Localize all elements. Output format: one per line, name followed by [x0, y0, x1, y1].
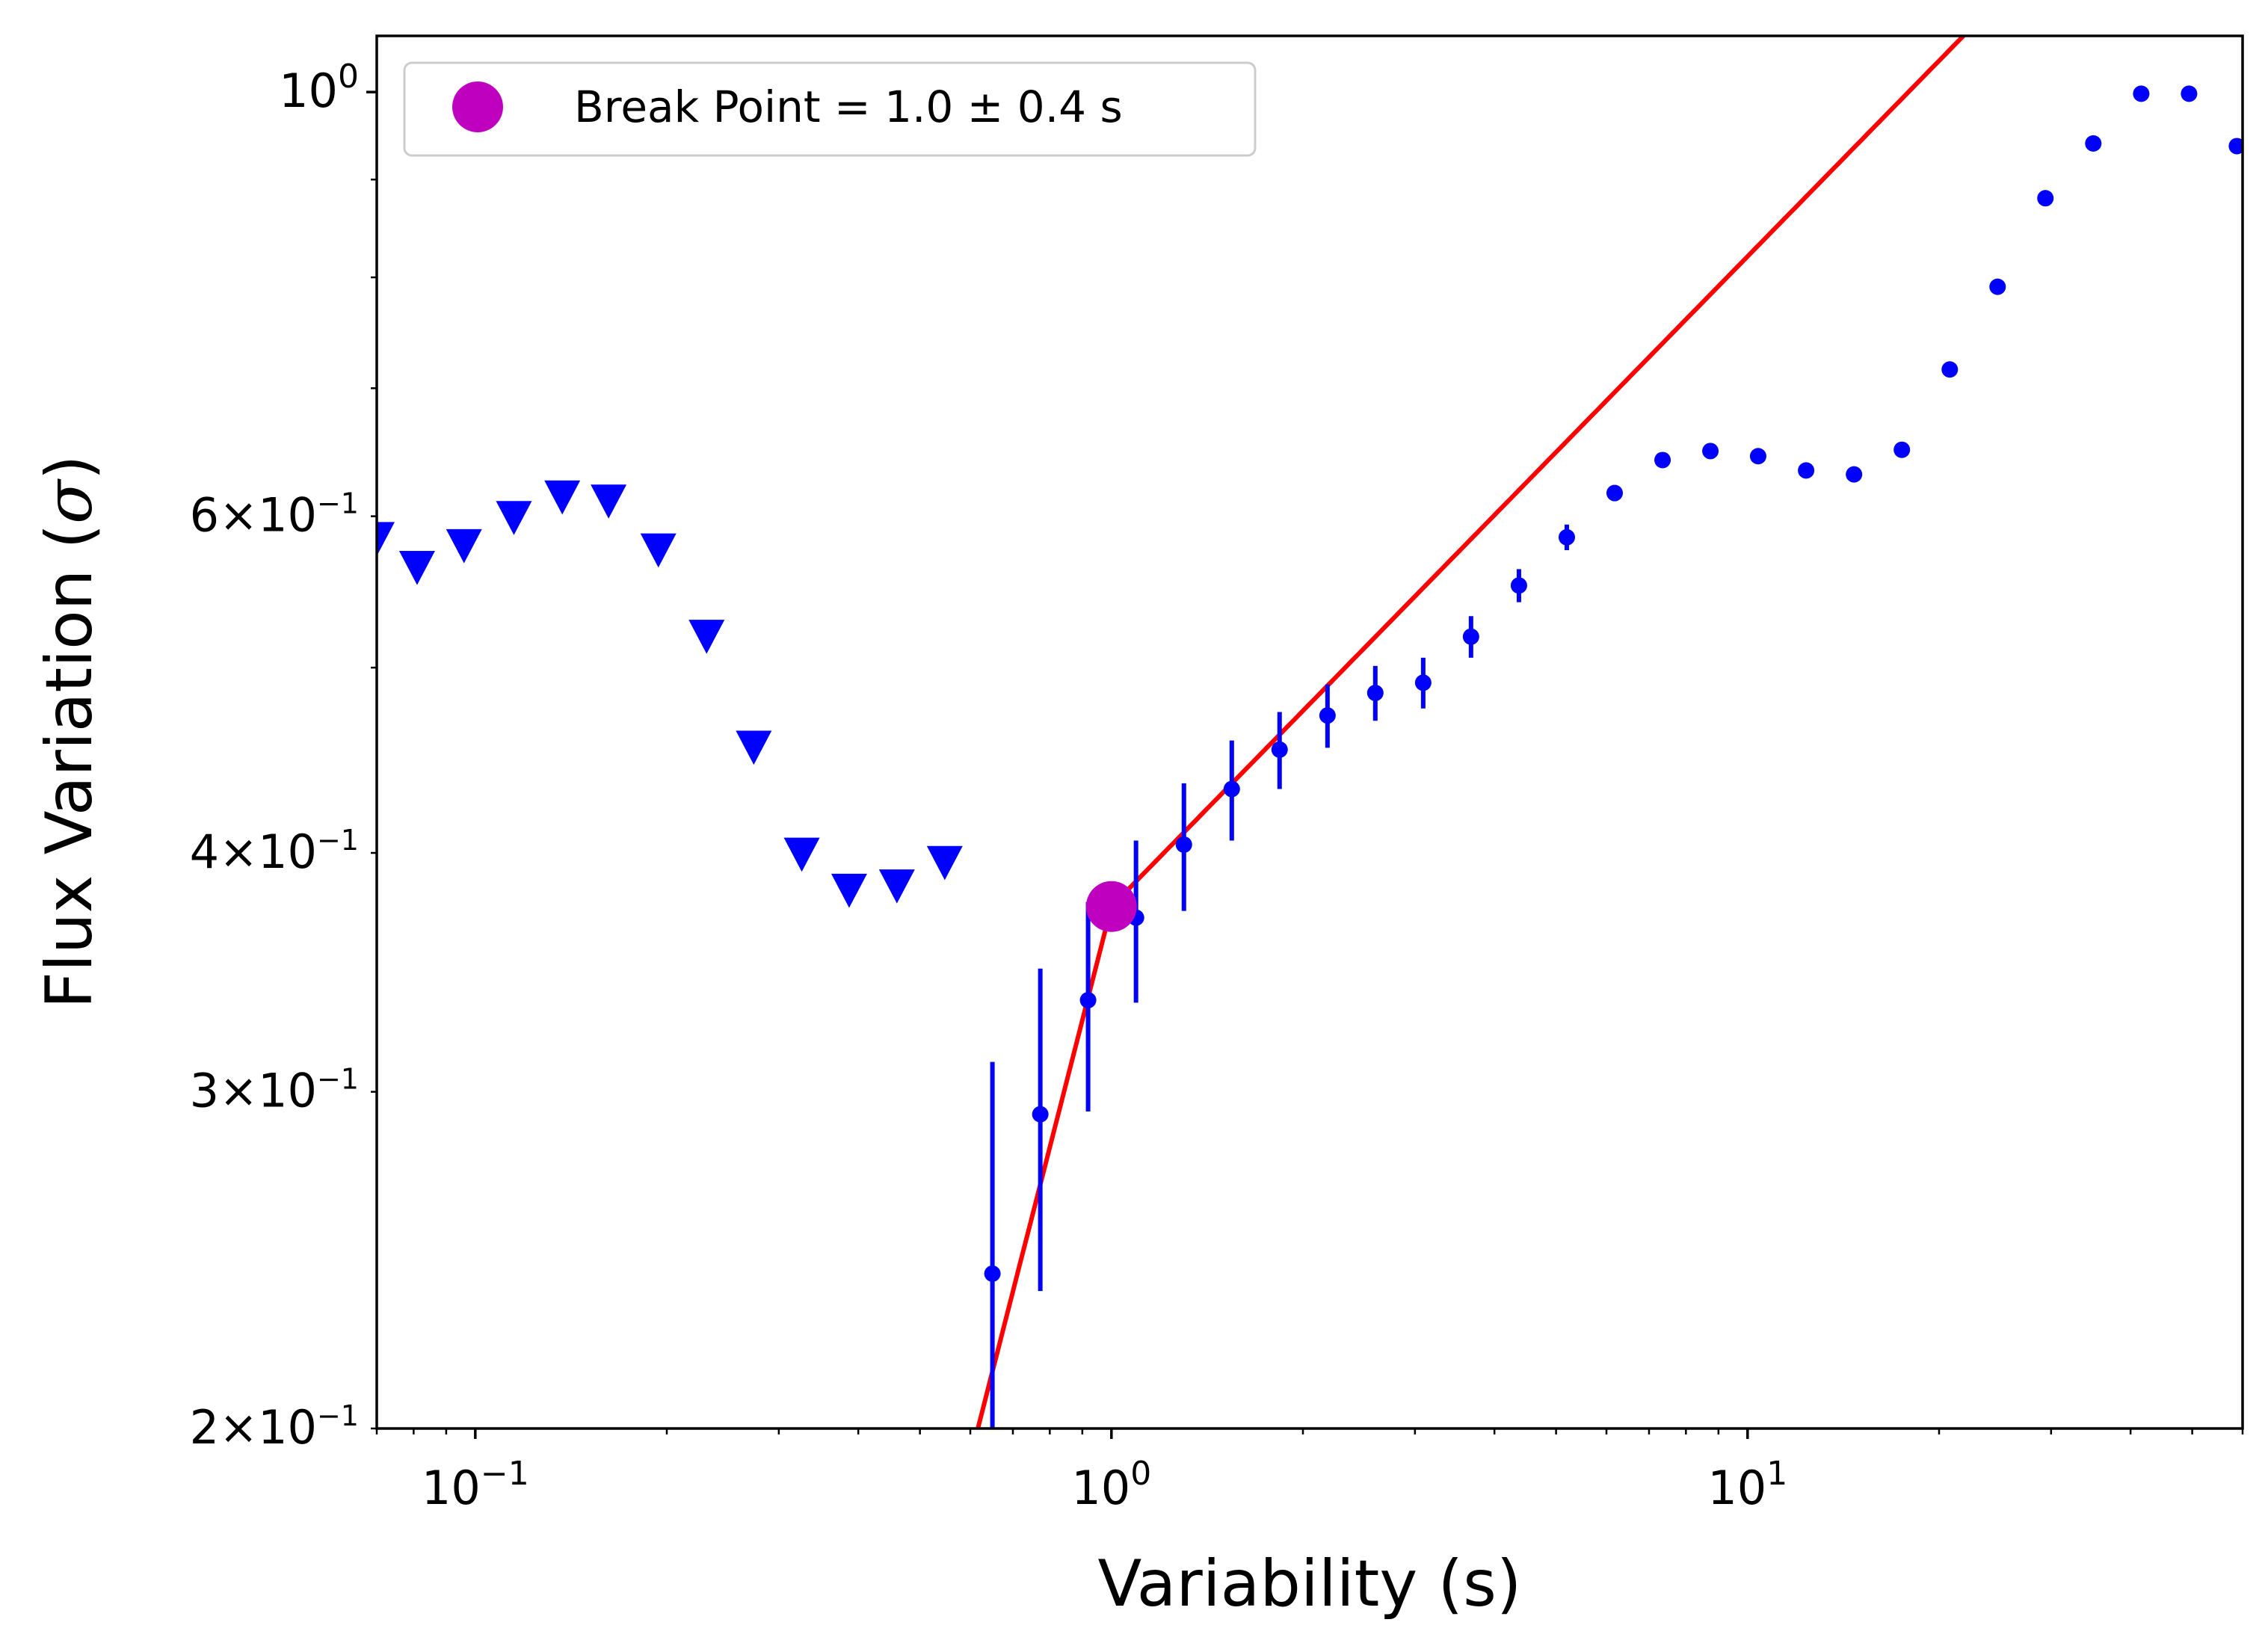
upper-limit-point-7: [688, 620, 725, 654]
x-tick-label-0: 10−1: [422, 1455, 529, 1515]
measurement-point-8: [1366, 684, 1384, 701]
x-tick-labels: 10−1 100 101: [422, 1455, 1787, 1515]
measurement-point-19: [1893, 441, 1911, 458]
upper-limit-point-12: [926, 845, 963, 881]
upper-limit-point-1: [398, 550, 435, 585]
break-point-marker: [1085, 881, 1137, 932]
measurement-point-12: [1558, 528, 1575, 546]
measurement-point-10: [1462, 628, 1479, 645]
measurement-point-16: [1749, 448, 1766, 465]
y-tick-label-0: 100: [279, 58, 359, 118]
y-tick-label-1: 6×10−1: [190, 487, 359, 543]
measurement-point-23: [2085, 135, 2102, 152]
measurement-point-0: [984, 1265, 1001, 1282]
x-axis-title: Variability (s): [1098, 1547, 1522, 1621]
measurement-point-4: [1175, 836, 1192, 853]
upper-limit-point-0: [377, 522, 395, 556]
legend-break-point-marker: [452, 81, 503, 132]
measurement-point-20: [1941, 361, 1959, 378]
upper-limit-point-4: [544, 480, 581, 515]
upper-limit-point-3: [496, 501, 532, 535]
measurement-point-21: [1989, 278, 2006, 295]
measurement-point-25: [2181, 85, 2198, 102]
measurement-point-1: [1032, 1106, 1049, 1123]
measurement-point-5: [1223, 780, 1240, 798]
y-tick-label-4: 2×10−1: [190, 1399, 359, 1455]
x-tick-label-1: 100: [1071, 1455, 1151, 1515]
measurement-point-2: [1079, 992, 1097, 1009]
data-layer: [377, 36, 2243, 1428]
upper-limit-point-8: [736, 730, 772, 765]
measurement-point-6: [1271, 741, 1288, 758]
measurement-point-18: [1846, 466, 1863, 483]
upper-limit-point-9: [783, 837, 820, 872]
measurement-point-26: [2228, 138, 2243, 155]
upper-limit-point-2: [446, 528, 482, 564]
measurement-markers: [984, 85, 2243, 1282]
y-tick-label-2: 4×10−1: [190, 824, 359, 879]
measurement-point-22: [2037, 190, 2054, 207]
measurement-point-24: [2133, 85, 2150, 102]
legend[interactable]: Break Point = 1.0 ± 0.4 s: [403, 61, 1257, 157]
measurement-point-13: [1606, 484, 1623, 502]
y-tick-label-3: 3×10−1: [190, 1063, 359, 1118]
measurement-point-7: [1319, 707, 1336, 724]
measurement-point-14: [1654, 451, 1671, 469]
fit-line: [976, 36, 1967, 1428]
measurement-point-15: [1702, 443, 1719, 460]
upper-limit-markers: [377, 480, 963, 908]
y-axis-title: Flux Variation (σ): [32, 455, 107, 1009]
legend-label: Break Point = 1.0 ± 0.4 s: [574, 81, 1123, 132]
legend-box: [403, 61, 1257, 157]
upper-limit-point-5: [591, 484, 627, 519]
upper-limit-point-11: [878, 869, 915, 904]
measurement-point-9: [1414, 674, 1432, 691]
measurement-point-11: [1510, 577, 1527, 594]
upper-limit-point-10: [831, 873, 867, 908]
error-bars: [990, 91, 2240, 1428]
y-tick-labels: 100 6×10−1 4×10−1 3×10−1 2×10−1: [190, 58, 359, 1455]
minor-ticks: [366, 90, 2244, 1439]
x-tick-label-2: 101: [1707, 1455, 1787, 1515]
upper-limit-point-6: [640, 533, 677, 568]
plot-frame: [375, 34, 2244, 1430]
measurement-point-17: [1798, 462, 1815, 479]
